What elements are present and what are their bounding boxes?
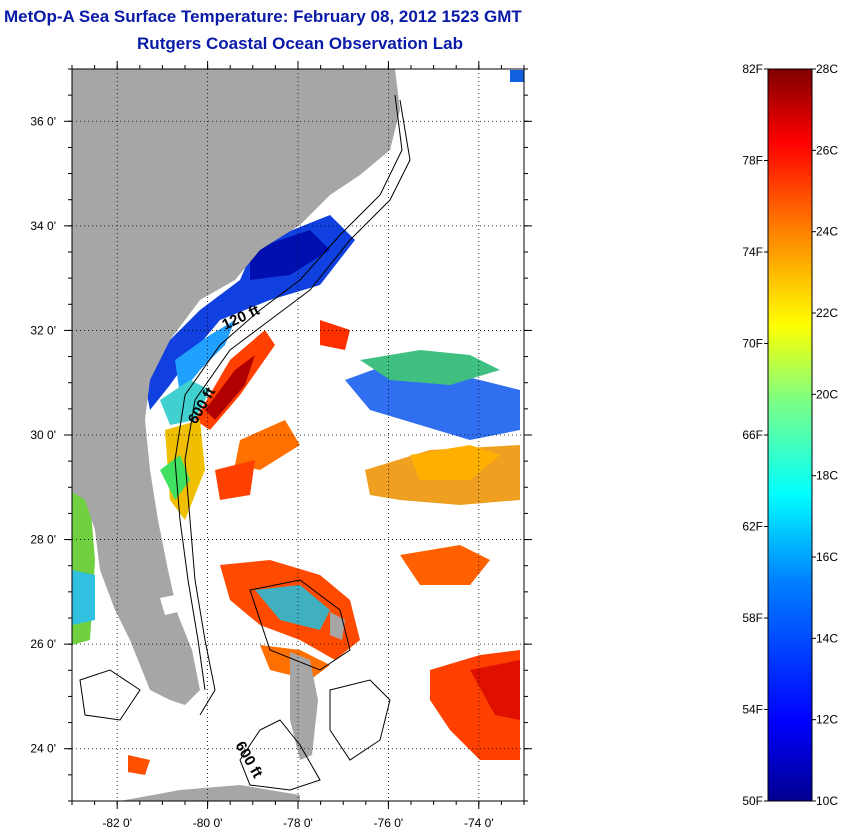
colorbar-f-label: 54F <box>742 703 763 717</box>
lat-tick-label: 24 0' <box>30 742 56 756</box>
land-mass <box>72 69 400 801</box>
colorbar-f-label: 78F <box>742 154 763 168</box>
colorbar-f-label: 58F <box>742 611 763 625</box>
colorbar-f-label: 74F <box>742 245 763 259</box>
lon-tick-label: -74 0' <box>464 816 494 830</box>
lat-tick-label: 30 0' <box>30 428 56 442</box>
colorbar-c-label: 26C <box>816 143 838 157</box>
lon-tick-label: -82 0' <box>102 816 132 830</box>
colorbar-c-label: 28C <box>816 62 838 76</box>
sst-data-layer <box>72 70 524 775</box>
lon-tick-label: -80 0' <box>193 816 223 830</box>
lat-tick-label: 28 0' <box>30 533 56 547</box>
colorbar-f-label: 82F <box>742 62 763 76</box>
map-axes: 36 0' 34 0' 32 0' 30 0' 28 0' 26 0' 24 0' -82 0… <box>30 61 532 830</box>
colorbar-c-label: 12C <box>816 713 838 727</box>
colorbar-c-label: 24C <box>816 225 838 239</box>
bathymetry-contours <box>79 94 411 791</box>
lon-tick-label: -78 0' <box>283 816 313 830</box>
map-title: MetOp-A Sea Surface Temperature: Februar… <box>4 7 522 26</box>
colorbar-labels: 28C 26C 24C 22C 20C 18C 16C 14C 12C 10C 82F 78F 74F 7… <box>742 62 838 808</box>
lat-tick-label: 36 0' <box>30 114 56 128</box>
lat-tick-label: 32 0' <box>30 323 56 337</box>
lat-tick-label: 26 0' <box>30 637 56 651</box>
colorbar-c-label: 22C <box>816 306 838 320</box>
map-subtitle: Rutgers Coastal Ocean Observation Lab <box>137 34 463 53</box>
colorbar-c-label: 18C <box>816 469 838 483</box>
lat-tick-label: 34 0' <box>30 219 56 233</box>
lon-tick-label: -76 0' <box>374 816 404 830</box>
colorbar-f-label: 62F <box>742 520 763 534</box>
colorbar-f-label: 70F <box>742 337 763 351</box>
colorbar-f-label: 50F <box>742 794 763 808</box>
colorbar-f-label: 66F <box>742 428 763 442</box>
colorbar-c-label: 20C <box>816 387 838 401</box>
colorbar-c-label: 14C <box>816 631 838 645</box>
colorbar-c-label: 10C <box>816 794 838 808</box>
graticule <box>72 69 524 801</box>
colorbar <box>767 68 813 802</box>
colorbar-c-label: 16C <box>816 550 838 564</box>
